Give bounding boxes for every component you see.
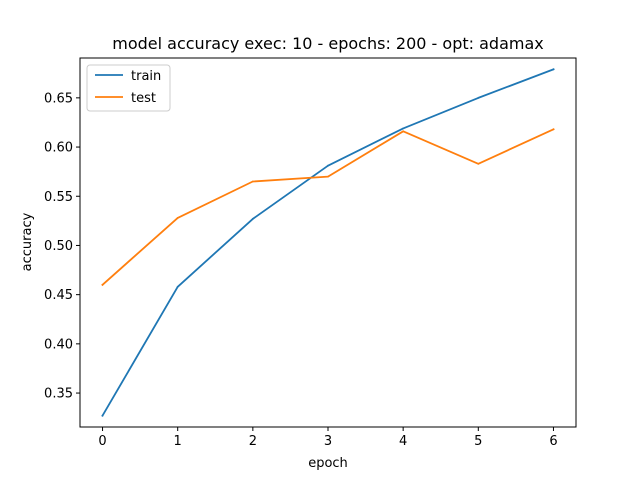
data-point-train [251, 218, 254, 220]
series-line-test [101, 128, 555, 287]
plot-frame [79, 57, 577, 428]
y-tick-label: 0.35 [44, 387, 73, 402]
legend-box [86, 64, 171, 112]
x-tick-label: 6 [549, 434, 557, 449]
data-point-test [327, 175, 329, 178]
x-tick-label: 5 [474, 434, 482, 449]
ticks: 0 1 2 3 4 5 6 0.35 0.40 0.45 0.50 0.55 0.60 0.65 [44, 91, 558, 449]
data-point-test [176, 217, 179, 219]
legend: train test [86, 64, 171, 112]
y-tick-label: 0.45 [44, 288, 73, 303]
legend-label-test: test [131, 91, 156, 106]
y-tick-label: 0.65 [44, 91, 73, 106]
x-tick-label: 0 [98, 434, 106, 449]
data-point-train [101, 414, 104, 417]
y-tick-label: 0.60 [44, 141, 73, 156]
data-point-train [552, 68, 555, 71]
data-point-test [101, 283, 104, 286]
data-point-test [251, 180, 254, 183]
data-point-test [552, 128, 555, 131]
data-point-test [402, 130, 405, 133]
series-lines [101, 68, 555, 417]
x-tick-label: 3 [324, 434, 332, 449]
x-tick-label: 1 [174, 434, 182, 449]
data-point-train [176, 285, 179, 288]
y-tick-label: 0.55 [44, 190, 73, 205]
data-point-train [327, 164, 329, 167]
data-point-test [477, 162, 480, 165]
x-axis-label: epoch [308, 456, 348, 471]
series-line-train [101, 68, 555, 417]
x-tick-label: 2 [249, 434, 257, 449]
y-tick-label: 0.40 [44, 337, 73, 352]
legend-label-train: train [131, 69, 161, 84]
chart-title: model accuracy exec: 10 - epochs: 200 - … [112, 34, 543, 53]
x-tick-label: 4 [399, 434, 407, 449]
data-point-train [477, 97, 480, 99]
y-tick-label: 0.50 [44, 239, 73, 254]
y-axis-label: accuracy [20, 212, 35, 271]
data-point-train [402, 127, 405, 130]
